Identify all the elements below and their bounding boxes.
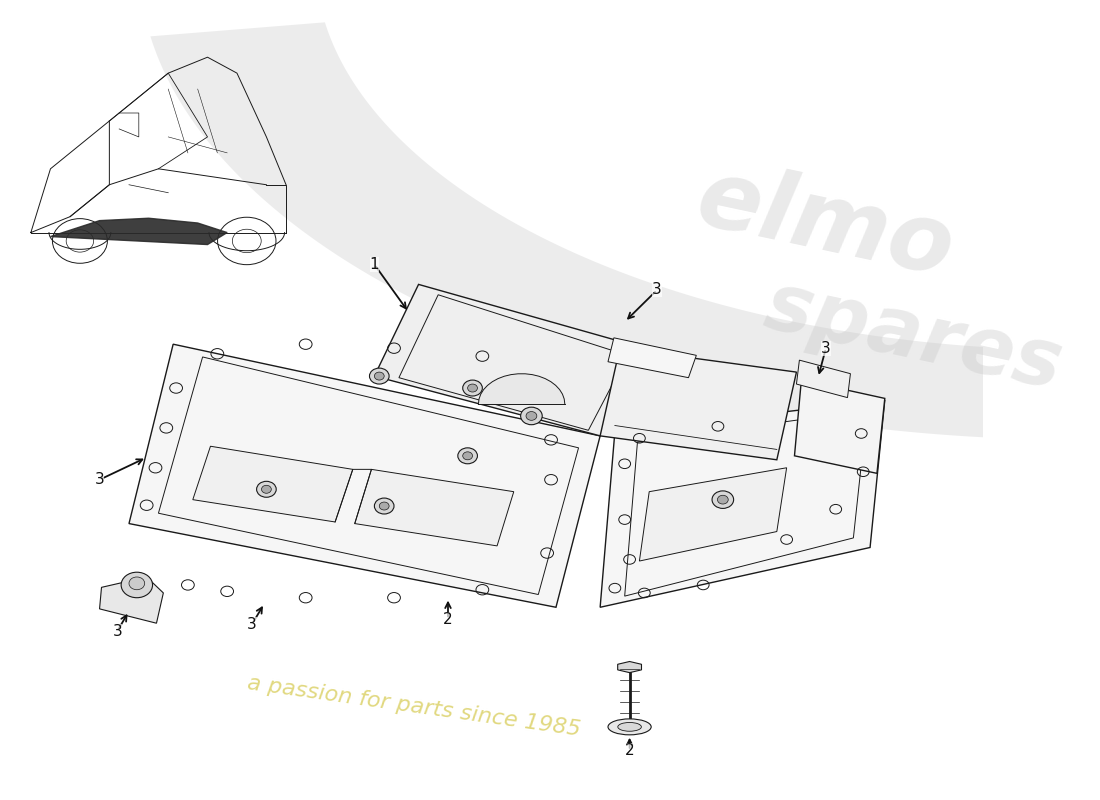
Circle shape <box>129 577 145 590</box>
Circle shape <box>463 380 483 396</box>
Polygon shape <box>794 380 884 474</box>
Ellipse shape <box>618 722 641 731</box>
Circle shape <box>370 368 389 384</box>
Circle shape <box>463 452 473 460</box>
Polygon shape <box>374 285 645 436</box>
Text: a passion for parts since 1985: a passion for parts since 1985 <box>245 674 582 740</box>
Polygon shape <box>601 400 884 607</box>
Polygon shape <box>796 360 850 398</box>
Polygon shape <box>151 22 1100 440</box>
Circle shape <box>262 486 272 494</box>
Circle shape <box>717 495 728 504</box>
Circle shape <box>374 372 384 380</box>
Circle shape <box>526 411 537 420</box>
Text: elmo: elmo <box>689 153 961 297</box>
Polygon shape <box>99 577 163 623</box>
Polygon shape <box>601 348 796 460</box>
Text: 2: 2 <box>443 612 453 626</box>
Polygon shape <box>51 218 227 245</box>
Circle shape <box>520 407 542 425</box>
Circle shape <box>121 572 153 598</box>
Text: 3: 3 <box>821 341 830 356</box>
Circle shape <box>379 502 389 510</box>
Polygon shape <box>618 662 641 673</box>
Polygon shape <box>478 374 564 404</box>
Text: 3: 3 <box>95 472 104 487</box>
Circle shape <box>374 498 394 514</box>
Circle shape <box>468 384 477 392</box>
Circle shape <box>458 448 477 464</box>
Text: 3: 3 <box>246 618 256 632</box>
Text: 3: 3 <box>112 624 122 638</box>
Text: 2: 2 <box>625 743 635 758</box>
Circle shape <box>256 482 276 498</box>
Text: spares: spares <box>757 266 1069 406</box>
Polygon shape <box>354 470 514 546</box>
Text: 1: 1 <box>370 257 379 272</box>
Polygon shape <box>639 468 786 561</box>
Circle shape <box>712 491 734 509</box>
Polygon shape <box>192 446 353 522</box>
Polygon shape <box>129 344 601 607</box>
Ellipse shape <box>608 719 651 735</box>
Polygon shape <box>608 338 696 378</box>
Text: 3: 3 <box>652 282 662 298</box>
